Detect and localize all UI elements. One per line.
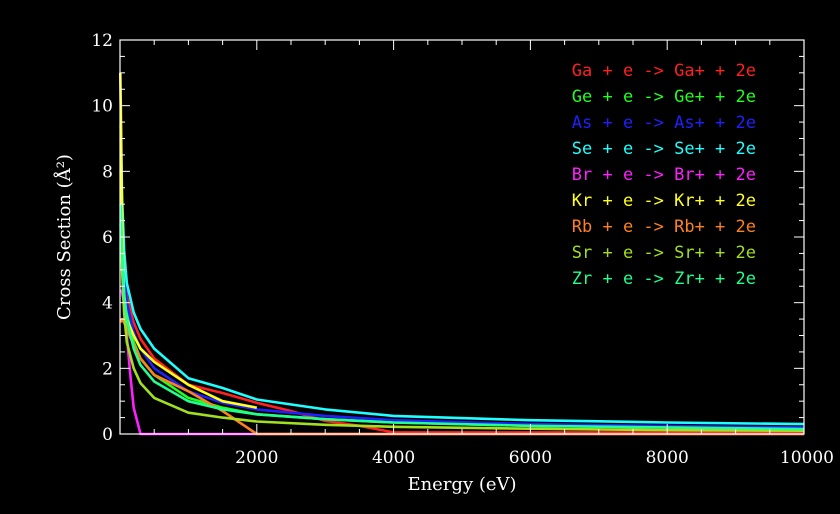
legend-entry-8: Zr + e -> Zr+ + 2e [572, 269, 756, 289]
y-tick-label: 8 [102, 162, 113, 182]
series-line-3 [119, 125, 805, 426]
legend-entry-2: As + e -> As+ + 2e [572, 113, 756, 133]
legend: Ga + e -> Ga+ + 2e Ge + e -> Ge+ + 2e As +… [572, 61, 756, 289]
y-tick-label: 0 [102, 425, 113, 445]
x-tick-label: 4000 [372, 448, 415, 468]
y-axis-label: Cross Section (Å²) [53, 154, 75, 320]
legend-entry-0: Ga + e -> Ga+ + 2e [572, 61, 756, 81]
y-tick-label: 2 [102, 359, 113, 379]
legend-entry-4: Br + e -> Br+ + 2e [572, 165, 756, 185]
x-tick-label: 6000 [509, 448, 552, 468]
y-tick-label: 10 [91, 97, 113, 117]
series-line-7 [119, 223, 805, 432]
y-tick-label: 6 [102, 228, 113, 248]
legend-entry-1: Ge + e -> Ge+ + 2e [572, 87, 756, 107]
x-tick-label: 8000 [646, 448, 689, 468]
series-line-8 [119, 204, 805, 431]
x-axis-label: Energy (eV) [407, 474, 516, 495]
series-line-2 [119, 177, 805, 429]
x-tick-label: 2000 [235, 448, 278, 468]
legend-entry-3: Se + e -> Se+ + 2e [572, 139, 756, 159]
legend-entry-7: Sr + e -> Sr+ + 2e [572, 243, 756, 263]
x-tick-label: 10000 [780, 448, 834, 468]
y-tick-label: 4 [102, 294, 113, 314]
ticks-layer: 2000 4000 6000 8000 10000 0 2 4 6 8 10 12 [91, 31, 834, 468]
y-tick-label: 12 [91, 31, 113, 51]
legend-entry-5: Kr + e -> Kr+ + 2e [572, 191, 756, 211]
legend-entry-6: Rb + e -> Rb+ + 2e [572, 217, 756, 237]
